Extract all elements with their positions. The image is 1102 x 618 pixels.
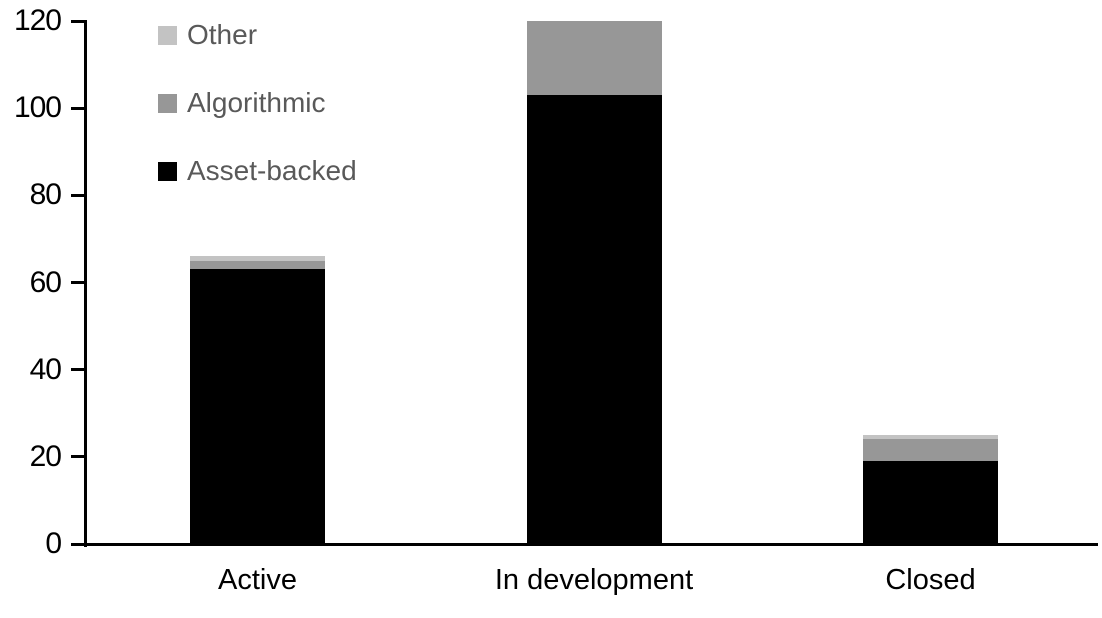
bar-segment-asset-backed xyxy=(863,461,998,544)
legend-label-other: Other xyxy=(187,18,258,50)
bar-segment-asset-backed xyxy=(190,269,325,544)
x-axis-line xyxy=(84,543,1098,546)
y-tick-label: 100 xyxy=(13,91,62,125)
bar-segment-algorithmic xyxy=(190,260,325,270)
legend-label-algorithmic: Algorithmic xyxy=(187,86,326,118)
bar-segment-other xyxy=(190,256,325,261)
y-tick-label: 0 xyxy=(45,527,62,560)
legend-swatch-other xyxy=(158,26,177,45)
y-tick-mark xyxy=(71,368,84,372)
y-tick-label: 80 xyxy=(29,178,62,212)
x-category-label: Closed xyxy=(885,564,976,596)
bar-segment-algorithmic xyxy=(863,439,998,462)
x-category-label: In development xyxy=(494,564,694,596)
legend-swatch-algorithmic xyxy=(158,94,177,113)
y-axis-line xyxy=(84,20,87,547)
y-tick-mark xyxy=(71,19,84,23)
y-tick-label: 120 xyxy=(13,4,62,37)
y-tick-label: 20 xyxy=(29,439,62,473)
y-tick-mark xyxy=(71,455,84,459)
y-tick-mark xyxy=(71,193,84,197)
bar-segment-other xyxy=(863,435,998,440)
x-category-label: Active xyxy=(218,564,297,596)
bar-segment-asset-backed xyxy=(526,95,662,544)
bar-segment-algorithmic xyxy=(526,21,662,96)
y-tick-mark xyxy=(71,281,84,284)
y-tick-mark xyxy=(71,106,84,110)
legend-swatch-asset-backed xyxy=(158,162,177,181)
y-tick-label: 40 xyxy=(29,352,62,386)
legend-label-asset-backed: Asset-backed xyxy=(187,154,357,186)
y-tick-mark xyxy=(71,542,84,546)
y-tick-label: 60 xyxy=(29,265,62,299)
